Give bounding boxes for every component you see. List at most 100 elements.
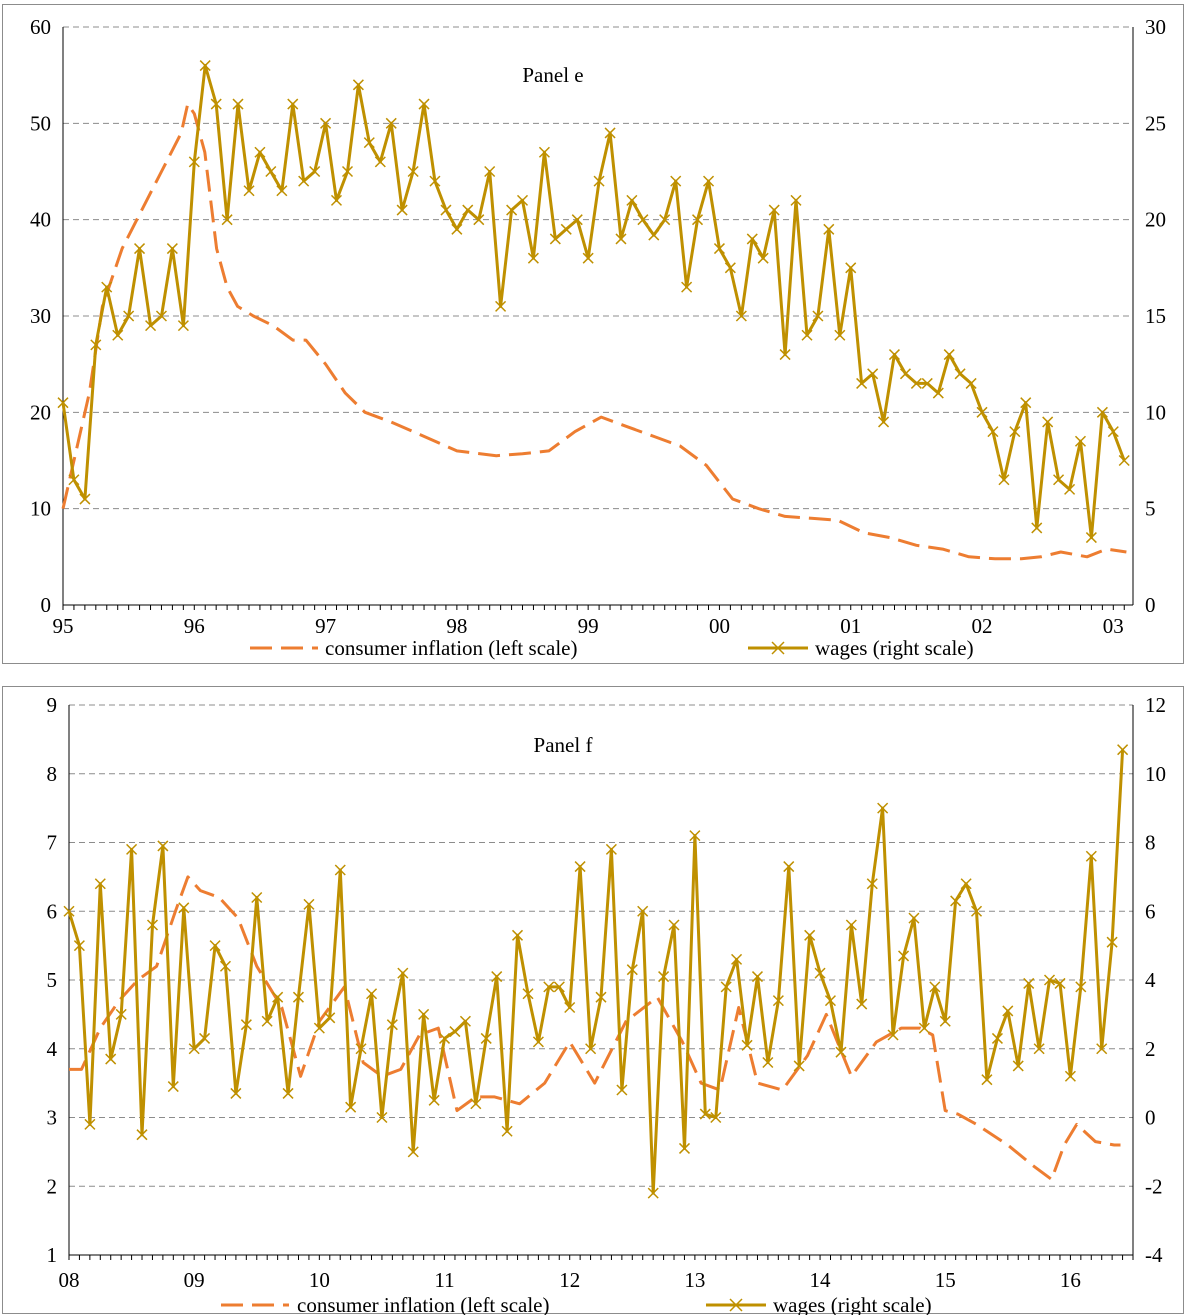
chart0-wages-point [210, 98, 222, 110]
chart1-wages-point [970, 905, 983, 917]
chart1-wages-point [960, 878, 972, 890]
chart1-wages-point [762, 1056, 774, 1069]
chart0-wages-point [352, 79, 364, 91]
chart1-wages-point [470, 1098, 482, 1110]
chart0-series-inflation-line [61, 102, 1127, 561]
chart0-wages-point [845, 262, 857, 274]
chart0-wages-point [538, 146, 550, 158]
chart1-wages-point [292, 991, 304, 1003]
chart0-wages-point [987, 426, 999, 438]
chart0-title: Panel e [522, 63, 583, 87]
chart1-wages-point [397, 967, 409, 979]
chart1-wages-point [63, 905, 75, 917]
chart0-wages-point [998, 474, 1010, 486]
chart0-x-tick-label: 03 [1103, 614, 1124, 638]
chart0-wages-point [1074, 435, 1087, 447]
chart1-wages-point [480, 1032, 492, 1044]
chart0-wages-point [516, 194, 529, 206]
chart1-y-right-tick-label: 10 [1145, 762, 1166, 786]
chart0-wages-point [254, 146, 266, 158]
chart0-y-right-tick-label: 5 [1145, 497, 1156, 521]
chart1-wages-point [522, 988, 534, 1000]
chart0-legend-label-0: consumer inflation (left scale) [325, 636, 577, 660]
chart0-wages-point [768, 204, 780, 216]
chart0-wages-point [867, 368, 879, 380]
chart1-y-right-tick-label: 4 [1145, 968, 1156, 992]
chart1-wages-point [178, 902, 190, 914]
chart1-wages-point [209, 940, 221, 952]
chart1-wages-point [1012, 1060, 1024, 1072]
chart1-y-right-tick-label: -4 [1145, 1243, 1163, 1267]
chart1-wages-point [1054, 977, 1066, 989]
chart1-wages-point [991, 1032, 1003, 1044]
chart1-wages-point [804, 929, 816, 941]
chart1-wages-point [136, 1129, 148, 1141]
chart1-wages-point [366, 988, 378, 1000]
chart0-series-wages-line [61, 64, 1126, 540]
chart1-wages-point [720, 981, 732, 993]
chart0-wages-point [232, 98, 244, 110]
chart1-wages-point [146, 919, 159, 931]
chart0-wages-point [604, 127, 616, 139]
chart1-x-tick-label: 15 [935, 1268, 956, 1292]
chart0-x-tick-label: 96 [184, 614, 205, 638]
chart1-wages-point [647, 1187, 659, 1199]
chart1-wages-point [1096, 1043, 1108, 1055]
chart1-wages-point [251, 891, 263, 904]
chart0-wages-point [757, 252, 769, 264]
chart1-x-tick-label: 09 [184, 1268, 205, 1292]
chart0-wages-point [790, 194, 802, 206]
chart0-wages-point [932, 387, 944, 399]
chart0-wages-point [363, 137, 375, 149]
chart1-y-left-tick-label: 9 [47, 693, 58, 717]
chart0-wages-point [341, 165, 354, 178]
chart0-wages-point [396, 204, 408, 216]
chart1-x-tick-label: 08 [59, 1268, 80, 1292]
chart0-wages-point [320, 117, 332, 129]
chart1-wages-point [272, 991, 284, 1003]
chart0-x-tick-label: 97 [315, 614, 336, 638]
chart1-wages-point [1033, 1043, 1045, 1055]
chart1-wages-point [908, 912, 920, 924]
chart1-wages-point [605, 843, 617, 855]
chart0-wages-point [637, 214, 649, 226]
chart0-y-right-tick-label: 10 [1145, 400, 1166, 424]
chart0-wages-point [626, 194, 638, 206]
chart1-wages-point [501, 1125, 513, 1137]
chart1-wages-point [84, 1118, 96, 1130]
chart1-wages-point [355, 1043, 367, 1055]
chart1-series-inflation-line [69, 875, 1121, 1181]
chart0-wages-point [166, 243, 178, 255]
chart1-y-left-tick-label: 6 [47, 899, 58, 923]
chart0-wages-point [1118, 454, 1130, 467]
chart1-wages-point [950, 895, 962, 907]
chart0-wages-point [1096, 406, 1108, 418]
chart0-wages-point [123, 310, 135, 322]
chart0-x-tick-label: 00 [709, 614, 730, 638]
chart1-wages-point [1075, 981, 1087, 993]
chart1-wages-point [1106, 936, 1118, 948]
chart1-wages-point [240, 1019, 252, 1031]
chart0-y-left-tick-label: 0 [41, 593, 52, 617]
chart0-wages-point [1009, 426, 1021, 438]
chart1-wages-point [1002, 1005, 1014, 1017]
chart0-wages-point [177, 320, 189, 332]
chart0-wages-point [779, 349, 791, 361]
chart0-y-right-tick-label: 25 [1145, 111, 1166, 135]
chart0-wages-point [1085, 532, 1097, 544]
chart0-wages-point [473, 214, 485, 226]
chart0-wages-point [527, 252, 539, 264]
chart1-wages-point [126, 843, 138, 855]
chart0-legend-label-1: wages (right scale) [815, 636, 974, 660]
chart1-wages-point [585, 1043, 597, 1055]
chart0-wages-point [134, 243, 146, 255]
chart0-wages-point [145, 320, 157, 332]
chart0-wages-point [746, 233, 758, 245]
chart1-wages-point [595, 991, 607, 1003]
chart1-wages-point [626, 964, 638, 976]
chart1-wages-point [1023, 977, 1035, 989]
chart1-wages-point [261, 1015, 273, 1027]
chart0-wages-point [724, 262, 736, 274]
chart0-wages-point [823, 223, 835, 235]
chart0-wages-point [440, 204, 452, 216]
